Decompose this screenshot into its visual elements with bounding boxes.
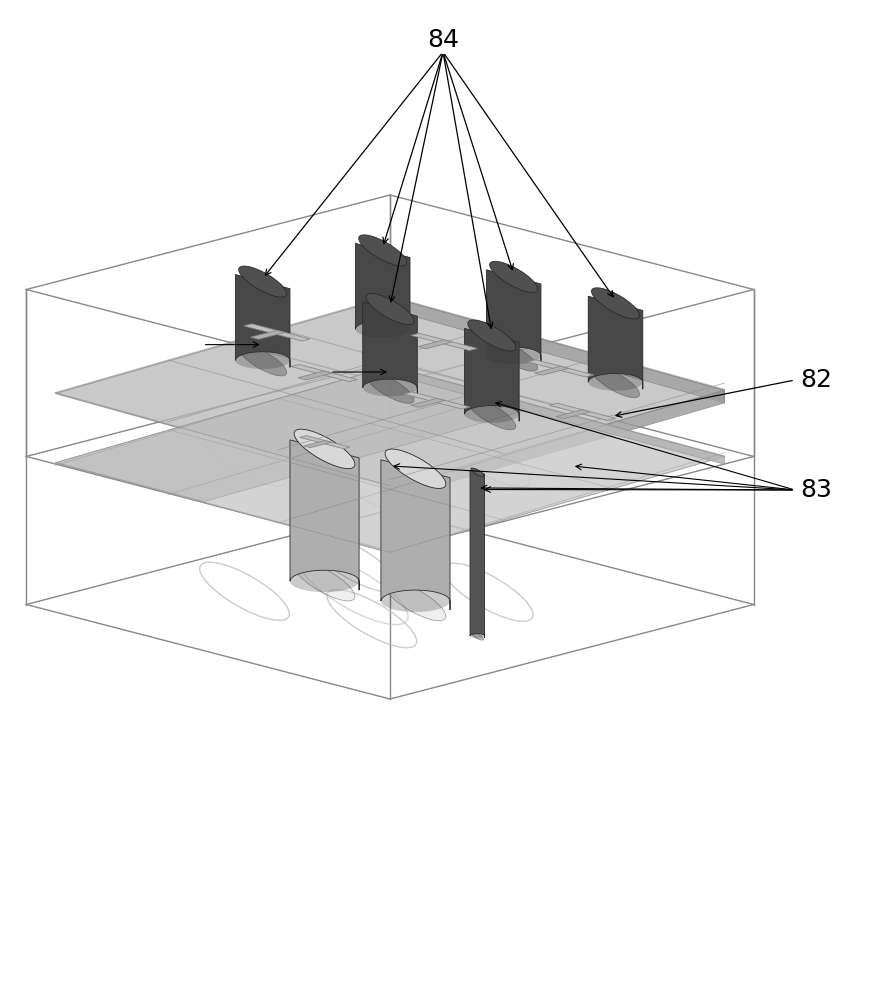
Polygon shape [298,371,331,380]
Polygon shape [390,297,724,403]
Polygon shape [587,296,642,389]
Polygon shape [290,440,359,592]
Polygon shape [380,460,449,612]
Text: 83: 83 [799,478,831,502]
Polygon shape [55,366,724,553]
Polygon shape [470,470,484,638]
Polygon shape [464,328,518,421]
Polygon shape [244,324,309,341]
Polygon shape [291,364,357,382]
Polygon shape [235,275,290,367]
Polygon shape [362,302,416,396]
Polygon shape [548,403,615,420]
Ellipse shape [591,288,639,319]
Ellipse shape [470,468,483,476]
Ellipse shape [489,340,537,371]
Text: 82: 82 [799,368,831,392]
Ellipse shape [467,399,516,430]
Polygon shape [410,333,477,350]
Ellipse shape [470,632,483,640]
Ellipse shape [358,235,407,266]
Polygon shape [290,440,359,590]
Ellipse shape [366,293,414,325]
Polygon shape [362,302,416,395]
Polygon shape [380,460,449,610]
Polygon shape [299,436,350,449]
Text: 84: 84 [426,28,458,52]
Ellipse shape [366,372,414,403]
Ellipse shape [385,581,446,621]
Polygon shape [533,366,568,375]
Ellipse shape [467,320,516,351]
Polygon shape [355,243,409,338]
Polygon shape [403,392,470,409]
Polygon shape [486,270,540,364]
Ellipse shape [294,429,354,469]
Polygon shape [470,470,484,638]
Polygon shape [390,366,724,464]
Polygon shape [303,440,331,448]
Ellipse shape [489,261,537,292]
Ellipse shape [385,449,446,488]
Polygon shape [235,275,290,369]
Polygon shape [355,243,409,336]
Polygon shape [417,340,452,349]
Polygon shape [486,270,540,363]
Polygon shape [390,390,724,499]
Polygon shape [55,297,724,487]
Polygon shape [527,360,593,377]
Ellipse shape [238,266,286,297]
Polygon shape [55,366,539,501]
Ellipse shape [294,561,354,601]
Polygon shape [251,330,284,339]
Polygon shape [410,398,445,407]
Ellipse shape [238,345,286,376]
Polygon shape [464,328,518,423]
Ellipse shape [358,314,407,345]
Ellipse shape [591,367,639,398]
Polygon shape [587,296,642,391]
Polygon shape [556,410,590,419]
